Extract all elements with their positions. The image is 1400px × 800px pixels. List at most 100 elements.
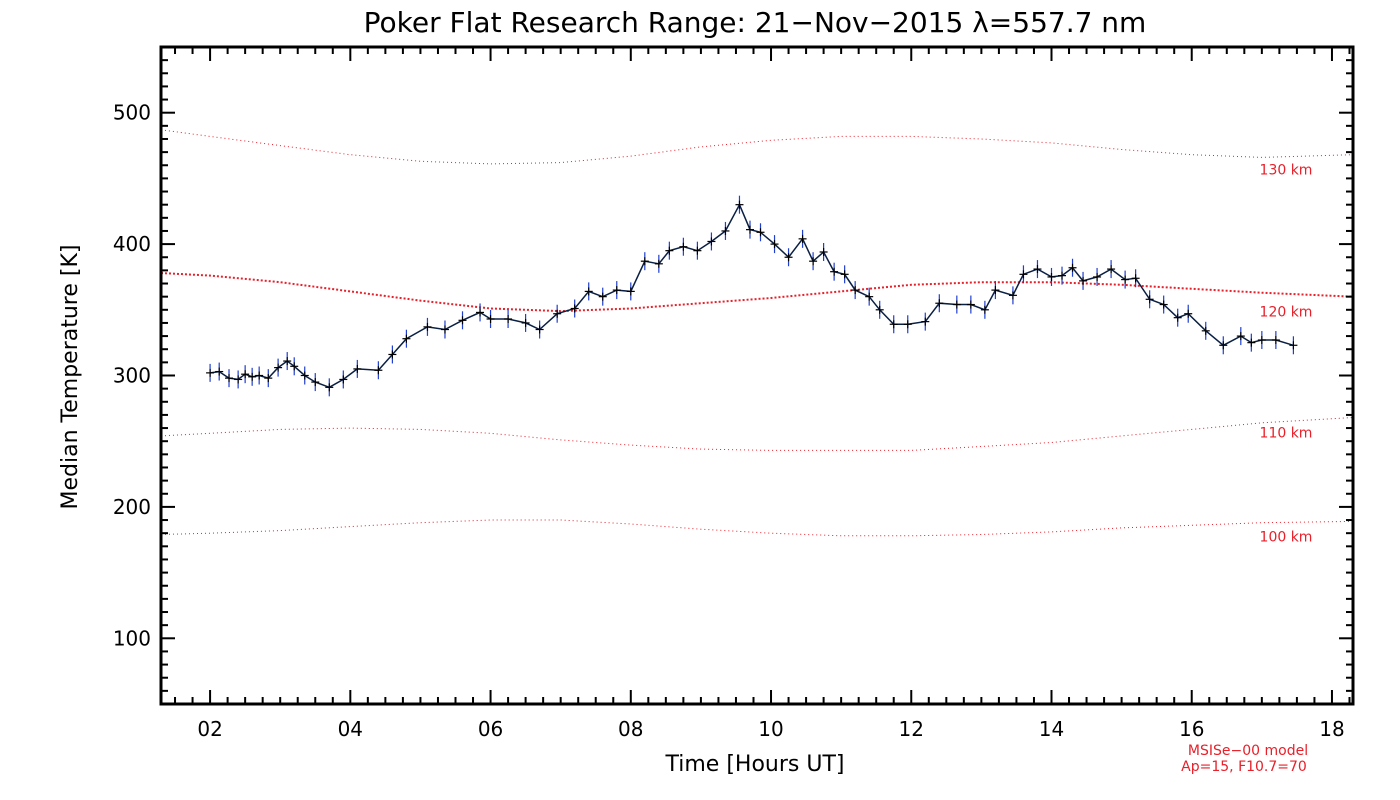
data-point	[798, 229, 807, 248]
data-point	[290, 357, 299, 376]
data-point	[626, 282, 635, 301]
data-point	[215, 362, 224, 381]
model-curve-100-km	[160, 519, 1354, 537]
data-point	[819, 242, 828, 261]
data-point	[1271, 331, 1280, 350]
data-point	[274, 358, 283, 377]
model-curves: 130 km 120 km 110 km 100 km	[160, 129, 1354, 545]
data-point	[889, 315, 898, 334]
data-point	[504, 309, 513, 328]
data-point	[952, 295, 961, 314]
data-series	[206, 195, 1298, 397]
data-point	[206, 363, 215, 382]
data-point	[1131, 269, 1140, 288]
data-point	[521, 313, 530, 332]
data-point	[264, 369, 273, 388]
data-point	[679, 237, 688, 256]
data-point	[353, 359, 362, 378]
data-point	[980, 300, 989, 319]
data-point	[1257, 331, 1266, 350]
data-point	[1058, 266, 1067, 285]
data-point	[921, 312, 930, 331]
data-point	[241, 365, 250, 384]
data-point	[784, 248, 793, 267]
data-point	[707, 232, 716, 251]
plot-frame	[159, 45, 1355, 706]
model-curve-130-km	[160, 129, 1354, 165]
data-point	[458, 311, 467, 330]
data-point	[1033, 260, 1042, 279]
data-point	[875, 300, 884, 319]
data-point	[1184, 304, 1193, 323]
data-point	[991, 281, 1000, 300]
data-point	[570, 299, 579, 318]
data-point	[598, 287, 607, 306]
x-tick-label: 12	[899, 717, 924, 741]
data-point	[654, 254, 663, 273]
axis-ticks: 02 04 06 08 10 12 14 16 18 100 200 300 400 500	[113, 46, 1353, 741]
model-note-line-2: Ap=15, F10.7=70	[1181, 759, 1307, 775]
data-point	[1107, 260, 1116, 279]
data-point	[1079, 271, 1088, 290]
data-point	[283, 352, 292, 371]
data-point	[721, 221, 730, 240]
data-point	[1047, 267, 1056, 286]
data-point	[966, 295, 975, 314]
x-tick-label: 02	[197, 717, 222, 741]
data-point	[1236, 327, 1245, 346]
y-axis-label: Median Temperature [K]	[58, 245, 83, 510]
data-point	[1019, 265, 1028, 284]
data-point	[300, 366, 309, 385]
data-point	[325, 378, 334, 397]
data-point	[402, 329, 411, 348]
x-tick-label: 06	[478, 717, 503, 741]
data-point	[1068, 258, 1077, 277]
data-point	[1247, 333, 1256, 352]
data-point	[1093, 267, 1102, 286]
y-tick-label: 400	[113, 232, 151, 256]
x-axis-label: Time [Hours UT]	[665, 752, 845, 777]
data-point	[234, 370, 243, 389]
x-tick-label: 08	[618, 717, 643, 741]
model-curve-120-km	[160, 272, 1354, 313]
data-point	[865, 287, 874, 306]
data-point	[440, 320, 449, 339]
data-point	[851, 281, 860, 300]
y-tick-label: 100	[113, 626, 151, 650]
model-label-100-km: 100 km	[1260, 529, 1313, 545]
data-point	[612, 281, 621, 300]
data-point	[248, 367, 257, 386]
y-tick-label: 500	[113, 101, 151, 125]
x-tick-label: 10	[758, 717, 783, 741]
data-point	[374, 361, 383, 380]
data-point	[255, 366, 264, 385]
data-point	[830, 262, 839, 281]
data-point	[225, 369, 234, 388]
data-point	[1008, 286, 1017, 305]
x-tick-label: 18	[1319, 717, 1344, 741]
data-point	[1289, 336, 1298, 355]
x-tick-label: 14	[1039, 717, 1064, 741]
y-tick-label: 200	[113, 495, 151, 519]
temperature-series-line	[209, 202, 1294, 389]
data-point	[535, 320, 544, 339]
model-note-line-1: MSISe−00 model	[1188, 743, 1308, 759]
model-label-120-km: 120 km	[1260, 305, 1313, 321]
model-label-110-km: 110 km	[1260, 426, 1313, 442]
data-point	[339, 370, 348, 389]
data-point	[1159, 295, 1168, 314]
model-label-130-km: 130 km	[1260, 163, 1313, 179]
y-tick-label: 300	[113, 364, 151, 388]
data-point	[311, 373, 320, 392]
data-point	[840, 265, 849, 284]
chart-title: Poker Flat Research Range: 21−Nov−2015 λ…	[364, 6, 1147, 39]
data-point	[640, 252, 649, 271]
data-point	[476, 303, 485, 322]
data-point	[935, 294, 944, 313]
data-point	[693, 241, 702, 260]
x-tick-label: 16	[1179, 717, 1204, 741]
data-point	[1201, 321, 1210, 340]
model-curve-110-km	[160, 417, 1354, 451]
data-point	[553, 304, 562, 323]
